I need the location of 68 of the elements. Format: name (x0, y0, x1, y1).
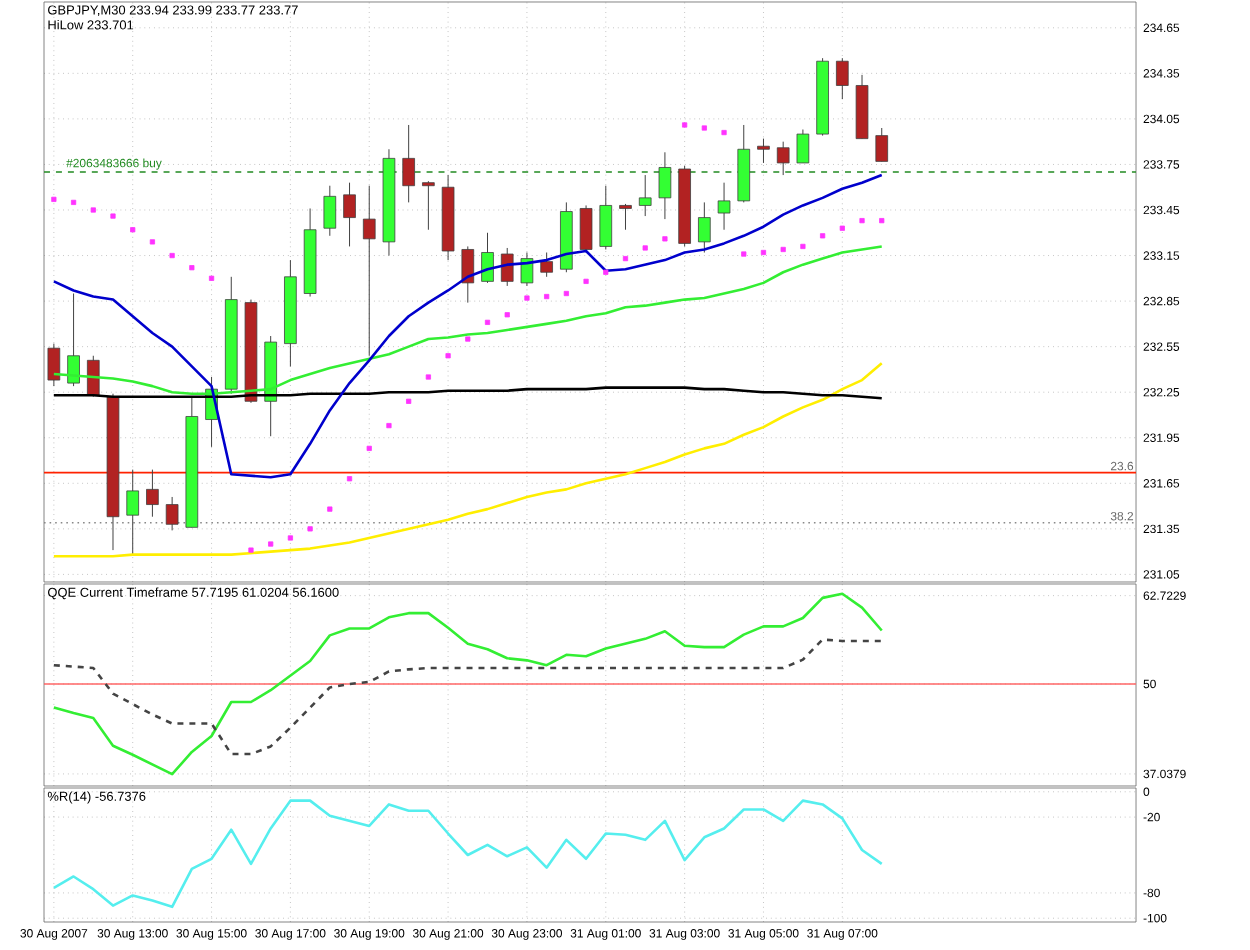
point (51, 196, 57, 202)
candlestick (402, 124, 415, 203)
point (307, 526, 313, 532)
point (622, 255, 629, 262)
point (346, 476, 353, 482)
point (130, 227, 136, 233)
candlestick (836, 57, 849, 100)
point (544, 293, 550, 300)
point (839, 225, 845, 231)
point (780, 246, 786, 253)
point (465, 336, 471, 342)
point (484, 319, 491, 325)
point (820, 233, 826, 239)
point (70, 199, 77, 205)
point (110, 213, 116, 219)
point (859, 218, 865, 224)
point (386, 423, 392, 429)
point (366, 445, 372, 451)
point (682, 122, 688, 128)
point (642, 245, 648, 251)
point (90, 207, 96, 213)
candlestick (362, 185, 376, 357)
point (662, 236, 668, 242)
candlestick (638, 174, 652, 217)
point (406, 398, 412, 404)
candlestick (875, 127, 889, 162)
point (445, 353, 451, 359)
point (149, 239, 155, 245)
candlestick (126, 469, 140, 556)
point (800, 243, 806, 250)
candlestick (776, 141, 790, 176)
point (721, 129, 727, 136)
point (760, 249, 767, 256)
point (524, 295, 530, 301)
point (425, 374, 431, 380)
point (504, 312, 510, 318)
candlestick (757, 138, 770, 164)
candlestick (500, 247, 514, 287)
candlestick (540, 252, 553, 278)
candlestick (717, 182, 731, 231)
candlestick (579, 204, 593, 254)
point (169, 252, 175, 259)
candlestick (481, 232, 494, 284)
candlestick (698, 201, 711, 254)
candlestick (599, 185, 613, 250)
candlestick (343, 182, 356, 247)
point (208, 275, 215, 281)
point (701, 125, 707, 131)
candlestick (461, 245, 475, 304)
candlestick (658, 151, 672, 220)
candlestick (67, 293, 80, 387)
point (189, 265, 195, 271)
candlestick (422, 180, 435, 231)
point (583, 278, 589, 284)
candlestick (796, 129, 810, 164)
candlestick (47, 343, 61, 387)
point (327, 506, 333, 512)
candlestick (323, 185, 337, 237)
point (563, 290, 569, 297)
point (879, 218, 885, 224)
point (287, 535, 293, 541)
candlestick (165, 496, 179, 531)
candlestick (619, 203, 632, 231)
point (741, 251, 747, 257)
point (248, 547, 254, 553)
candlestick (146, 469, 159, 518)
point (268, 541, 274, 547)
point (603, 269, 609, 275)
